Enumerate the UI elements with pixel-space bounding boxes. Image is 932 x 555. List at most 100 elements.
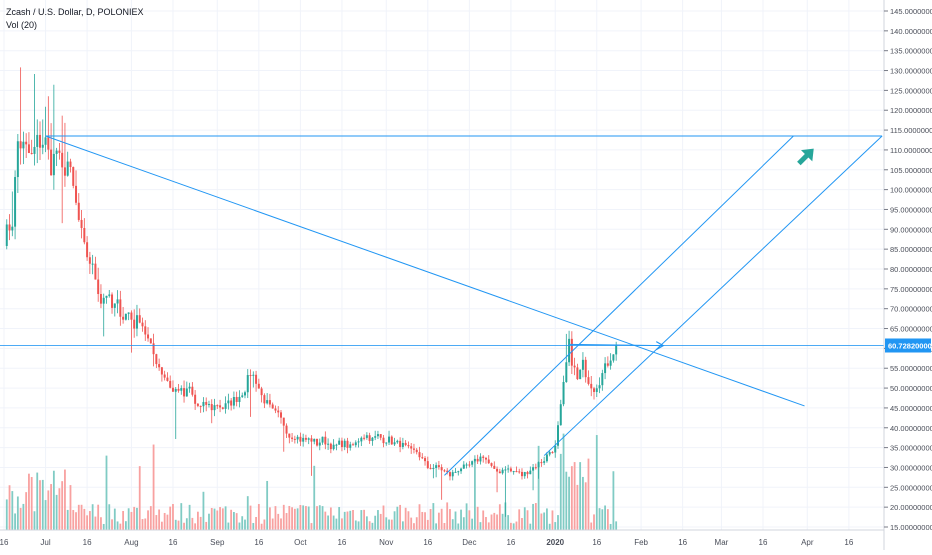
candle-body xyxy=(86,242,89,258)
volume-bar xyxy=(324,511,327,530)
volume-bar xyxy=(418,504,421,530)
trend-arrow-up-icon xyxy=(797,148,814,166)
volume-bar xyxy=(293,508,296,530)
candle-body xyxy=(77,202,80,220)
volume-bar xyxy=(233,512,235,530)
candle-body xyxy=(124,313,127,320)
candle xyxy=(94,256,97,280)
candle-body xyxy=(75,185,78,203)
volume-bar xyxy=(346,511,349,530)
candle xyxy=(235,391,238,407)
candle-body xyxy=(570,338,573,366)
price-tick-label: 50.00000000 xyxy=(890,384,932,393)
candle-body xyxy=(604,363,607,374)
drawing-descending-trendline xyxy=(45,135,805,407)
candle-body xyxy=(484,457,487,460)
volume-bar xyxy=(75,512,77,530)
volume-bar xyxy=(144,518,147,530)
candle-body xyxy=(274,408,277,411)
candle xyxy=(412,443,415,454)
candle-body xyxy=(426,461,429,469)
candle-body xyxy=(213,405,216,411)
candle-body xyxy=(160,367,163,375)
candle-body xyxy=(14,177,17,227)
volume-bar xyxy=(415,517,418,530)
candle-body xyxy=(191,386,194,395)
candle xyxy=(50,123,53,176)
volume-bar xyxy=(249,505,252,530)
volume-bar xyxy=(205,521,208,530)
candle-body xyxy=(340,440,343,448)
candle-body xyxy=(180,388,183,391)
volume-bar xyxy=(221,508,224,530)
candle-body xyxy=(518,471,521,473)
candle xyxy=(149,338,152,344)
candle xyxy=(407,441,410,449)
volume-indicator-label[interactable]: Vol (20) xyxy=(6,20,38,30)
candle xyxy=(454,468,457,473)
candle xyxy=(232,391,235,410)
candle-body xyxy=(119,299,122,317)
candle-body xyxy=(97,279,100,295)
last-price-label: 60.72820000 xyxy=(885,338,932,353)
candle-body xyxy=(454,471,457,473)
volume-bar xyxy=(227,522,230,530)
volume-bar xyxy=(180,503,183,530)
candle xyxy=(509,466,512,473)
candle xyxy=(457,470,460,476)
candle-body xyxy=(429,468,432,470)
volume-bar xyxy=(446,502,449,530)
time-tick-label: 16 xyxy=(678,538,687,547)
candle xyxy=(451,469,454,481)
candle xyxy=(219,399,222,413)
price-tick-label: 65.00000000 xyxy=(890,325,932,334)
candle-body xyxy=(111,294,114,308)
candle-body xyxy=(543,461,546,463)
volume-bar xyxy=(396,506,399,530)
volume-bar xyxy=(183,522,185,530)
candle xyxy=(205,397,208,412)
candle xyxy=(88,251,91,274)
candle xyxy=(147,327,150,342)
candle xyxy=(255,370,258,392)
candle-body xyxy=(460,468,463,472)
volume-bar xyxy=(443,522,446,530)
candle-body xyxy=(307,438,310,440)
candle xyxy=(22,131,25,165)
volume-bar xyxy=(111,519,113,530)
candle xyxy=(548,450,551,457)
candle xyxy=(27,132,30,154)
symbol-title[interactable]: Zcash / U.S. Dollar, D, POLONIEX xyxy=(6,7,144,17)
candle-body xyxy=(5,224,8,246)
volume-bar xyxy=(465,503,468,530)
candle xyxy=(437,460,440,470)
candle-body xyxy=(147,334,150,339)
volume-bar xyxy=(343,511,346,530)
candle-body xyxy=(22,141,25,149)
candle-body xyxy=(304,437,307,440)
candle xyxy=(213,398,216,417)
candle-body xyxy=(451,472,454,477)
volume-bar xyxy=(377,510,379,530)
volume-bar xyxy=(41,479,44,530)
candle xyxy=(72,166,75,189)
time-tick-label: Aug xyxy=(124,538,138,547)
time-tick-label: 16 xyxy=(759,538,768,547)
volume-bar xyxy=(86,515,88,530)
volume-bar xyxy=(512,523,515,530)
chart-legend: Zcash / U.S. Dollar, D, POLONIEX Vol (20… xyxy=(6,6,144,32)
candle-body xyxy=(80,219,83,229)
candle xyxy=(426,456,429,470)
price-tick-label: 55.00000000 xyxy=(890,364,932,373)
candle-body xyxy=(108,294,111,296)
candle-body xyxy=(133,319,136,329)
volume-bar xyxy=(341,518,343,530)
volume-bar xyxy=(141,519,144,530)
volume-bar xyxy=(108,504,111,530)
candle-body xyxy=(11,226,14,231)
candle xyxy=(304,434,307,443)
candle xyxy=(241,392,244,398)
candle xyxy=(518,468,521,474)
